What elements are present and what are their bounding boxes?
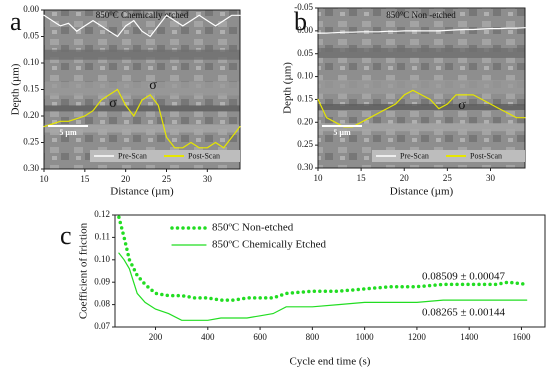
plot-frame (317, 7, 526, 169)
micrograph-band (44, 49, 240, 60)
y-tick-label: 0.09 (94, 276, 110, 286)
micrograph-band (318, 48, 525, 58)
y-tick-label: 0.15 (297, 93, 313, 103)
series-line (317, 27, 526, 34)
annotation: 0.08509 ± 0.00047 (422, 271, 506, 283)
y-tick-label: 0.25 (23, 137, 39, 147)
y-axis-label: Depth (µm) (10, 63, 22, 115)
micrograph-band (318, 80, 525, 94)
legend-label: Post-Scan (188, 151, 220, 160)
y-tick-label: 0.30 (297, 162, 313, 172)
x-tick-label: 20 (121, 174, 131, 184)
x-tick-label: 1600 (512, 332, 531, 342)
y-tick-label: 0.10 (23, 57, 39, 67)
x-tick-label: 20 (400, 173, 410, 183)
scale-bar-label: 5 µm (333, 128, 351, 137)
y-tick-label: 0.20 (297, 116, 313, 126)
legend-label: 850ºC Non-etched (212, 222, 294, 234)
panel-letter: a (10, 7, 22, 36)
x-tick-label: 1200 (408, 332, 427, 342)
plot-frame (114, 214, 546, 328)
panel-title: 850°C Non -etched (386, 10, 456, 20)
micrograph-band (44, 81, 240, 96)
y-tick-label: 0.00 (297, 25, 313, 35)
legend-label: 850ºC Chemically Etched (212, 239, 326, 251)
micrograph-band (318, 123, 525, 132)
scale-bar-label: 5 µm (59, 128, 77, 137)
y-tick-label: 0.30 (23, 163, 39, 173)
legend-label: Post-Scan (470, 151, 502, 160)
panel-title: 850°C Chemically etched (96, 10, 189, 20)
y-tick-label: 0.12 (94, 209, 110, 219)
panel-letter: c (60, 221, 72, 250)
micrograph-band (44, 105, 240, 112)
y-tick-label: 0.05 (23, 31, 39, 41)
y-axis-label: Depth (µm) (282, 62, 294, 114)
x-tick-label: 1000 (356, 332, 375, 342)
x-tick-label: 25 (443, 173, 453, 183)
y-tick-label: 0.07 (94, 321, 110, 331)
x-tick-label: 30 (203, 174, 213, 184)
x-tick-label: 800 (306, 332, 320, 342)
x-tick-label: 1400 (460, 332, 479, 342)
y-tick-label: 0.10 (94, 254, 110, 264)
micrograph-band (44, 124, 240, 133)
annotation: σ (149, 78, 157, 93)
y-tick-label: 0.00 (23, 4, 39, 14)
micrograph-band (318, 104, 525, 110)
x-tick-label: 10 (314, 173, 324, 183)
annotation: 0.08265 ± 0.00144 (422, 307, 506, 319)
x-tick-label: 600 (253, 332, 267, 342)
x-axis-label: Distance (µm) (110, 186, 174, 198)
y-tick-label: -0.05 (294, 2, 313, 12)
y-axis-label: Coefficient of friction (78, 222, 90, 319)
x-tick-label: 15 (80, 174, 90, 184)
y-tick-label: 0.15 (23, 84, 39, 94)
y-tick-label: 0.20 (23, 110, 39, 120)
y-tick-label: 0.05 (297, 48, 313, 58)
x-tick-label: 15 (357, 173, 367, 183)
x-tick-label: 30 (486, 173, 496, 183)
series-line (43, 14, 241, 38)
x-tick-label: 200 (149, 332, 163, 342)
x-tick-label: 400 (201, 332, 215, 342)
panel-letter: b (294, 7, 307, 36)
series-line (118, 252, 528, 321)
y-tick-label: 0.10 (297, 71, 313, 81)
x-tick-label: 10 (40, 174, 50, 184)
x-tick-label: 25 (162, 174, 172, 184)
legend-label: Pre-Scan (118, 151, 147, 160)
legend-label: Pre-Scan (400, 151, 429, 160)
series-line (43, 88, 241, 149)
x-axis-label: Distance (µm) (390, 186, 454, 198)
y-tick-label: 0.11 (95, 231, 110, 241)
x-axis-label: Cycle end time (s) (290, 356, 371, 368)
annotation: σ (109, 96, 117, 111)
y-tick-label: 0.25 (297, 139, 313, 149)
y-tick-label: 0.08 (94, 299, 110, 309)
annotation: σ (458, 98, 466, 113)
series-line (117, 215, 529, 302)
